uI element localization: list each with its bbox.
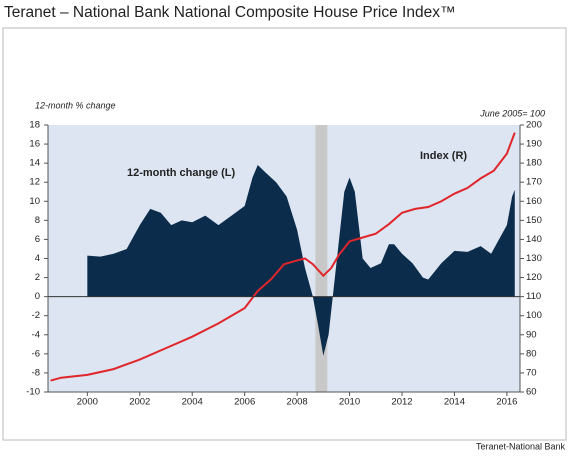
y-tick-label: 12 (29, 177, 40, 188)
x-tick-label: 2006 (234, 397, 255, 408)
x-tick-label: 2002 (129, 397, 150, 408)
index-line (50, 132, 516, 382)
y-tick-label: 4 (35, 253, 40, 264)
y2-tick-label: 100 (526, 310, 542, 321)
x-tick-label: 2010 (339, 397, 360, 408)
y-tick-label: 8 (35, 215, 40, 226)
y-axis-label: 12-month % change (35, 100, 116, 110)
y2-tick-label: 180 (526, 158, 542, 169)
y2-tick-label: 130 (526, 253, 542, 264)
y-tick-label: 2 (35, 272, 40, 283)
x-tick-label: 2012 (391, 397, 412, 408)
y-tick-label: -10 (26, 387, 40, 398)
series-label: 12-month change (L) (127, 167, 236, 179)
y2-tick-label: 170 (526, 177, 542, 188)
y2-tick-label: 120 (526, 272, 542, 283)
x-tick-label: 2000 (77, 397, 98, 408)
recession-shading (315, 125, 328, 392)
y2-tick-label: 150 (526, 215, 542, 226)
y-tick-label: 18 (29, 120, 40, 131)
y2-tick-label: 200 (526, 120, 542, 131)
y-tick-label: 6 (35, 234, 40, 245)
source: Teranet-National Bank (476, 441, 566, 451)
x-tick-label: 2008 (287, 397, 308, 408)
x-tick-label: 2014 (444, 397, 465, 408)
x-tick-label: 2016 (496, 397, 517, 408)
y-tick-label: -6 (32, 348, 40, 359)
y2-tick-label: 110 (526, 291, 541, 302)
y-tick-label: -2 (32, 310, 40, 321)
y2-tick-label: 190 (526, 139, 542, 150)
y2-tick-label: 90 (526, 329, 537, 340)
chart-title: Teranet – National Bank National Composi… (4, 4, 455, 21)
y2-tick-label: 60 (526, 387, 537, 398)
y2-tick-label: 80 (526, 348, 537, 359)
x-tick-label: 2004 (182, 397, 203, 408)
y-tick-label: 14 (29, 158, 40, 169)
y2-tick-label: 160 (526, 196, 542, 207)
y2-tick-label: 140 (526, 234, 542, 245)
y-tick-label: 0 (35, 291, 40, 302)
series-label: Index (R) (420, 150, 467, 162)
y-tick-label: -8 (32, 367, 40, 378)
y-tick-label: -4 (32, 329, 40, 340)
y2-axis-label: June 2005= 100 (479, 108, 545, 118)
y-tick-label: 10 (29, 196, 40, 207)
y2-tick-label: 70 (526, 367, 537, 378)
y-tick-label: 16 (29, 139, 40, 150)
